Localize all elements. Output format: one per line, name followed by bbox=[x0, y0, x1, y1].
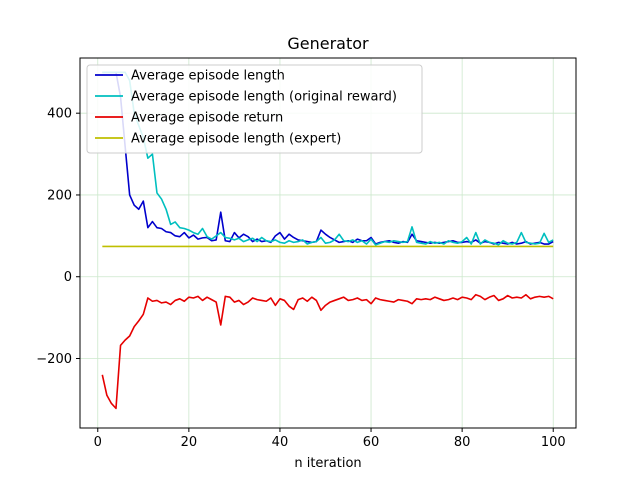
legend-label-4: Average episode length (expert) bbox=[131, 132, 341, 147]
y-tick-label: 0 bbox=[64, 270, 72, 285]
axis-ticks: 0 20 40 60 80 100 −200 0 200 400 bbox=[36, 107, 565, 450]
plot-frame bbox=[79, 57, 577, 429]
y-tick-label: 400 bbox=[47, 107, 72, 122]
legend: Average episode length Average episode le… bbox=[86, 64, 423, 154]
x-tick-label: 100 bbox=[541, 435, 566, 450]
series-line-3 bbox=[101, 293, 554, 410]
chart-title: Generator bbox=[287, 34, 369, 53]
legend-box bbox=[86, 64, 423, 154]
x-axis-label: n iteration bbox=[294, 456, 361, 471]
x-tick-label: 60 bbox=[363, 435, 380, 450]
series-layer bbox=[101, 71, 554, 410]
y-tick-label: −200 bbox=[36, 352, 72, 367]
legend-label-3: Average episode return bbox=[131, 111, 283, 126]
series-line-1 bbox=[102, 71, 554, 245]
series-line-2 bbox=[102, 71, 554, 246]
legend-label-1: Average episode length bbox=[131, 69, 285, 84]
x-tick-label: 80 bbox=[454, 435, 471, 450]
legend-label-2: Average episode length (original reward) bbox=[131, 90, 397, 105]
x-tick-label: 40 bbox=[272, 435, 289, 450]
x-tick-label: 20 bbox=[181, 435, 198, 450]
x-tick-label: 0 bbox=[94, 435, 102, 450]
y-tick-label: 200 bbox=[47, 188, 72, 203]
